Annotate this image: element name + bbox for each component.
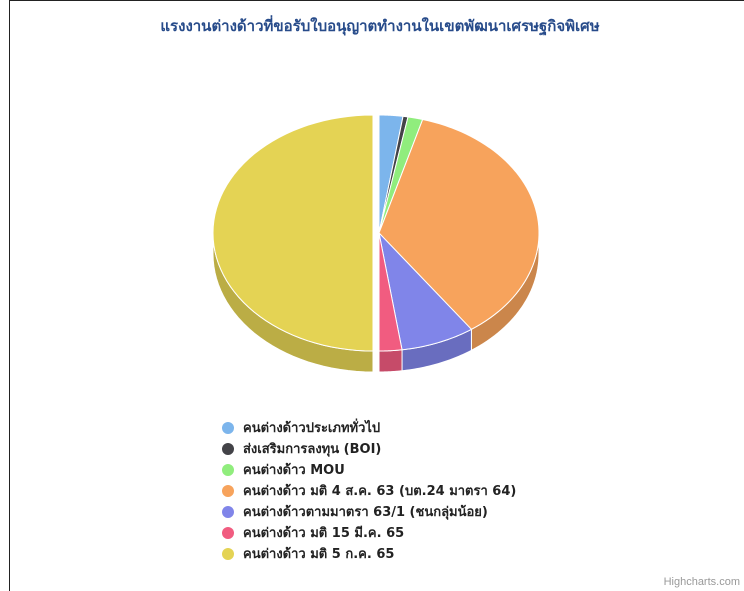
legend-label: คนต่างด้าว มติ 15 มี.ค. 65 <box>243 526 405 541</box>
legend-label: คนต่างด้าว มติ 5 ก.ค. 65 <box>243 547 395 562</box>
legend-label: คนต่างด้าวประเภททั่วไป <box>243 421 381 436</box>
legend-item-3[interactable]: คนต่างด้าว มติ 4 ส.ค. 63 (บต.24 มาตรา 64… <box>222 480 516 501</box>
legend-item-6[interactable]: คนต่างด้าว มติ 5 ก.ค. 65 <box>222 543 516 564</box>
legend-label: คนต่างด้าวตามมาตรา 63/1 (ชนกลุ่มน้อย) <box>243 505 488 520</box>
legend-marker-icon <box>222 421 234 434</box>
legend-item-4[interactable]: คนต่างด้าวตามมาตรา 63/1 (ชนกลุ่มน้อย) <box>222 501 516 522</box>
pie-slice-side[interactable] <box>378 349 403 373</box>
legend-label: ส่งเสริมการลงทุน (BOI) <box>243 442 382 457</box>
legend-label: คนต่างด้าว มติ 4 ส.ค. 63 (บต.24 มาตรา 64… <box>243 484 517 499</box>
pie-slice-4[interactable] <box>378 231 473 351</box>
legend-marker-icon <box>222 505 234 518</box>
chart-container <box>9 0 744 591</box>
legend-marker-icon <box>222 442 234 455</box>
legend-marker-icon <box>222 463 234 476</box>
chart-legend: คนต่างด้าวประเภททั่วไปส่งเสริมการลงทุน (… <box>222 417 516 564</box>
pie-slice-6[interactable] <box>212 114 374 352</box>
legend-label: คนต่างด้าว MOU <box>243 463 345 478</box>
legend-item-1[interactable]: ส่งเสริมการลงทุน (BOI) <box>222 438 516 459</box>
legend-item-5[interactable]: คนต่างด้าว มติ 15 มี.ค. 65 <box>222 522 516 543</box>
legend-item-2[interactable]: คนต่างด้าว MOU <box>222 459 516 480</box>
pie-slice-5[interactable] <box>378 232 403 352</box>
legend-marker-icon <box>222 547 234 560</box>
chart-title: แรงงานต่างด้าวที่ขอรับใบอนุญาตทำงานในเขต… <box>160 17 600 35</box>
pie-slice-3[interactable] <box>378 118 540 330</box>
legend-marker-icon <box>222 484 234 497</box>
legend-marker-icon <box>222 526 234 539</box>
legend-item-0[interactable]: คนต่างด้าวประเภททั่วไป <box>222 417 516 438</box>
credits-link[interactable]: Highcharts.com <box>663 576 740 588</box>
